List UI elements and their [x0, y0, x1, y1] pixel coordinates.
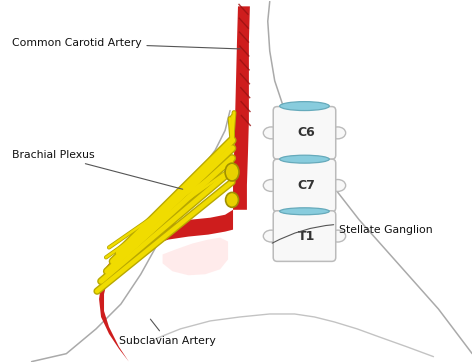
- Text: T1: T1: [298, 229, 315, 242]
- Ellipse shape: [263, 127, 279, 139]
- FancyBboxPatch shape: [273, 159, 336, 212]
- Ellipse shape: [280, 102, 329, 111]
- Ellipse shape: [263, 230, 279, 242]
- Ellipse shape: [225, 163, 239, 181]
- Ellipse shape: [226, 192, 238, 207]
- Text: Brachial Plexus: Brachial Plexus: [12, 150, 182, 189]
- Ellipse shape: [280, 155, 329, 163]
- FancyBboxPatch shape: [273, 211, 336, 261]
- Polygon shape: [163, 237, 228, 275]
- Polygon shape: [99, 210, 233, 362]
- Ellipse shape: [330, 180, 346, 191]
- Text: Subclavian Artery: Subclavian Artery: [119, 319, 216, 346]
- Polygon shape: [233, 6, 250, 210]
- Text: C6: C6: [298, 126, 315, 139]
- Text: Stellate Ganglion: Stellate Ganglion: [272, 225, 433, 243]
- Ellipse shape: [263, 180, 279, 191]
- Ellipse shape: [330, 230, 346, 242]
- Ellipse shape: [330, 127, 346, 139]
- Text: Common Carotid Artery: Common Carotid Artery: [12, 38, 240, 49]
- FancyBboxPatch shape: [273, 107, 336, 159]
- Ellipse shape: [280, 208, 329, 215]
- Text: C7: C7: [298, 179, 315, 192]
